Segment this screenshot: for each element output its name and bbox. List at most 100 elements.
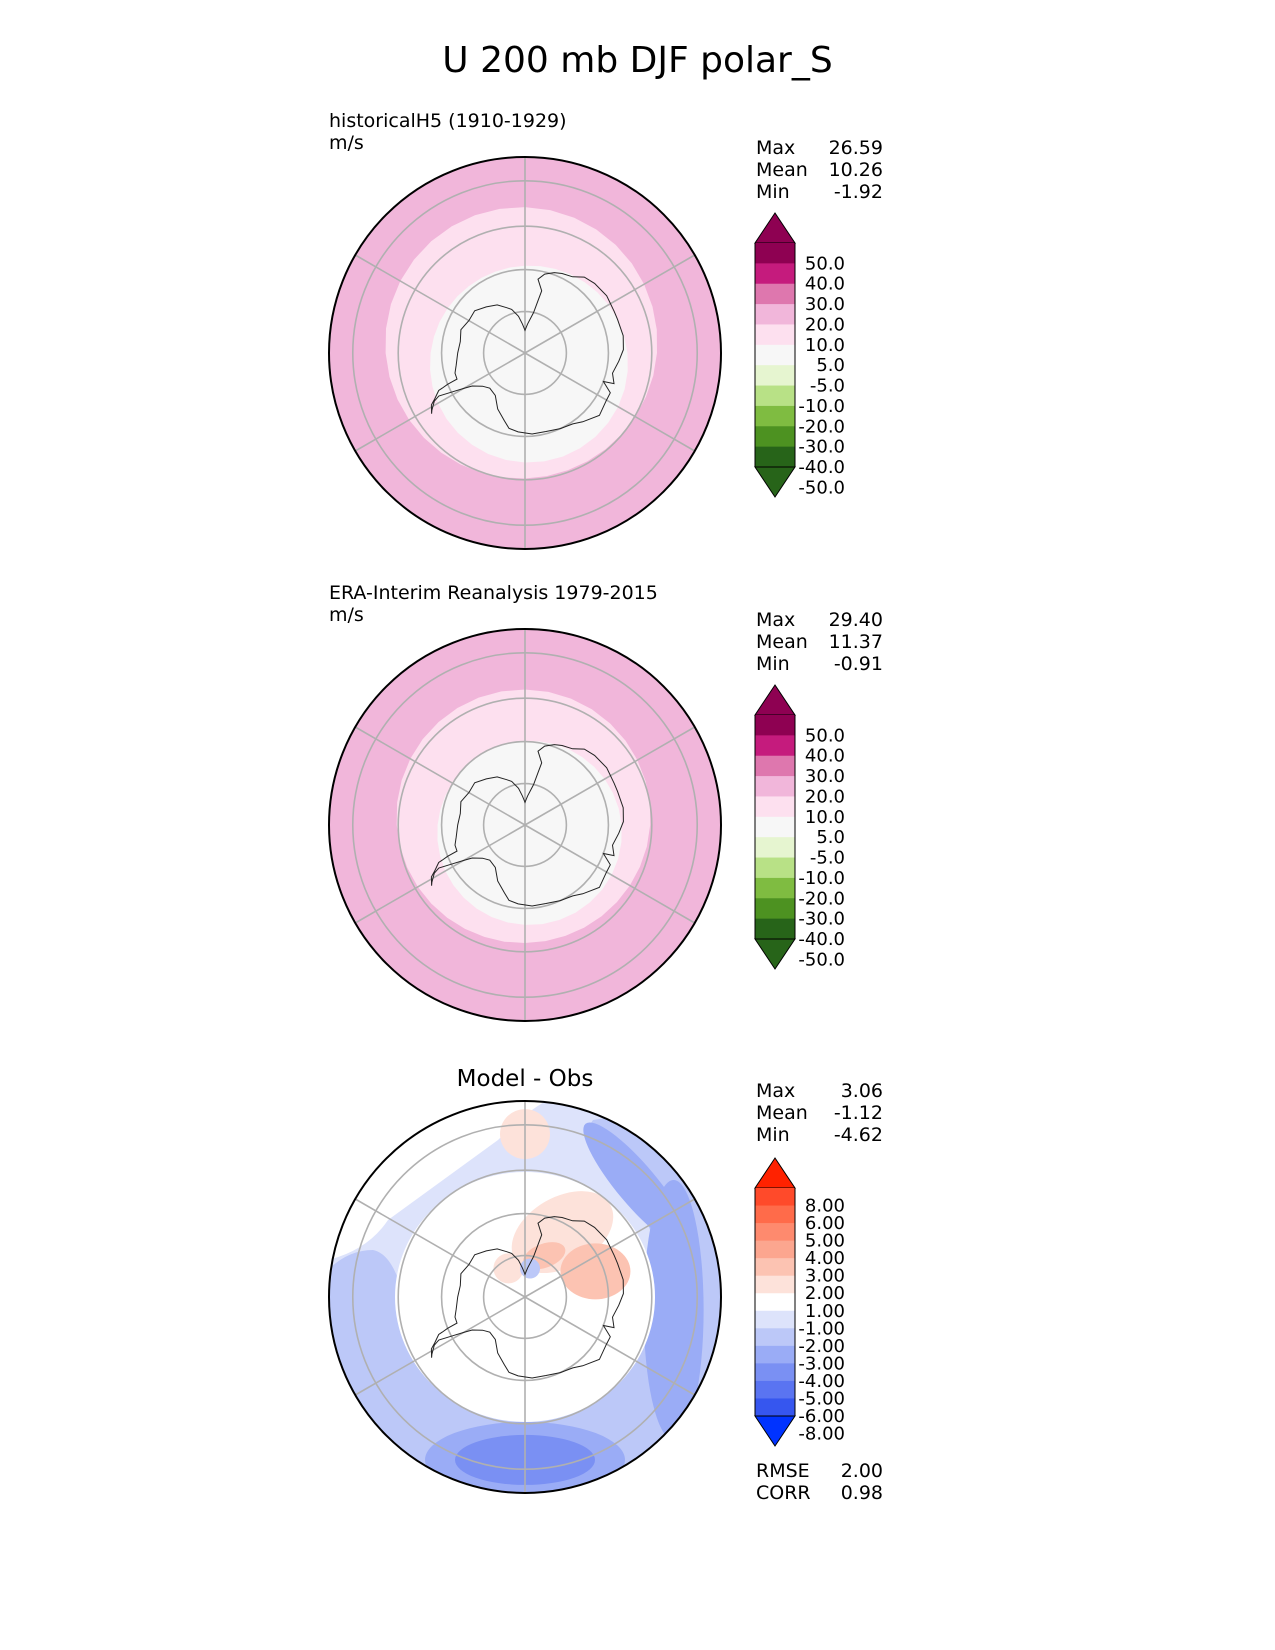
longitude-gridline xyxy=(524,726,696,826)
colorbar-tick-label: -2.00 xyxy=(798,1336,845,1357)
map-boundary xyxy=(328,1100,722,1494)
colorbar-tick-label: 40.0 xyxy=(805,746,845,767)
panel-obs-name: ERA-Interim Reanalysis 1979-2015 xyxy=(329,582,658,604)
colorbar-segment xyxy=(755,1363,795,1382)
stat-min-label: Min xyxy=(756,1124,790,1146)
polar-map-obs xyxy=(328,628,722,1022)
colorbar-tick-label: -50.0 xyxy=(798,477,845,498)
colorbar-segment xyxy=(755,344,795,366)
colorbar-tick-label: -8.00 xyxy=(798,1424,845,1445)
colorbar-tick-label: 5.0 xyxy=(816,827,845,848)
colorbar-tick-label: 50.0 xyxy=(805,253,845,274)
panel-diff-title: Model - Obs xyxy=(456,1066,594,1092)
colorbar-under-arrow xyxy=(754,466,796,498)
colorbar-segment xyxy=(755,1293,795,1312)
colorbar-obs: 50.040.030.020.010.05.0-5.0-10.0-20.0-30… xyxy=(754,684,845,970)
colorbar-segment xyxy=(755,1275,795,1294)
stat-mean-label: Mean xyxy=(756,159,808,181)
colorbar-under-arrow xyxy=(754,938,796,970)
metric-rmse-value: 2.00 xyxy=(840,1460,883,1482)
stat-max-value: 29.40 xyxy=(828,609,883,631)
colorbar-segment xyxy=(755,243,795,264)
stat-mean-value: -1.12 xyxy=(833,1102,883,1124)
colorbar-tick-label: -5.00 xyxy=(798,1388,845,1409)
stat-min-label: Min xyxy=(756,653,790,675)
figure-title: U 200 mb DJF polar_S xyxy=(442,40,833,81)
longitude-gridline xyxy=(354,1198,526,1298)
stat-max-value: 26.59 xyxy=(828,137,883,159)
colorbar-segment xyxy=(755,735,795,757)
longitude-gridline xyxy=(524,1198,696,1298)
colorbar-frame xyxy=(754,715,796,939)
stat-min-value: -0.91 xyxy=(833,653,883,675)
colorbar-tick-label: 6.00 xyxy=(805,1213,845,1234)
colorbar-tick-label: -6.00 xyxy=(798,1406,845,1427)
longitude-gridline xyxy=(524,1296,696,1396)
colorbar-segment xyxy=(755,263,795,285)
stat-max-label: Max xyxy=(756,137,796,159)
metric-corr-label: CORR xyxy=(756,1482,811,1504)
colorbar-tick-label: -20.0 xyxy=(798,416,845,437)
colorbar-segment xyxy=(755,1205,795,1224)
colorbar-segment xyxy=(755,755,795,777)
stat-mean-value: 11.37 xyxy=(828,631,883,653)
stat-mean-value: 10.26 xyxy=(828,159,883,181)
colorbar-under-arrow xyxy=(754,1415,796,1447)
panel-obs-title: ERA-Interim Reanalysis 1979-2015 m/s xyxy=(329,582,658,626)
colorbar-segment xyxy=(755,1398,795,1417)
colorbar-tick-label: -30.0 xyxy=(798,909,845,930)
longitude-gridline xyxy=(354,1296,526,1396)
stat-mean-label: Mean xyxy=(756,1102,808,1124)
longitude-gridline xyxy=(524,824,696,924)
colorbar-segment xyxy=(755,776,795,797)
colorbar-tick-label: 10.0 xyxy=(805,807,845,828)
contour-band-2-3 xyxy=(560,1243,631,1300)
stat-max-value: 3.06 xyxy=(840,1080,883,1102)
stat-min-value: -1.92 xyxy=(833,181,883,203)
map-boundary xyxy=(328,628,722,1022)
colorbar-segment xyxy=(755,365,795,387)
panel-model-units: m/s xyxy=(329,132,364,154)
colorbar-tick-label: 2.00 xyxy=(805,1283,845,1304)
colorbar-segment xyxy=(755,715,795,736)
colorbar-segment xyxy=(755,1310,795,1329)
stat-max-label: Max xyxy=(756,1080,796,1102)
colorbar-over-arrow xyxy=(754,684,796,716)
colorbar-tick-label: 4.00 xyxy=(805,1248,845,1269)
colorbar-over-arrow xyxy=(754,1157,796,1189)
longitude-gridline xyxy=(354,352,526,452)
antarctica-coastline xyxy=(430,1216,624,1379)
colorbar-segment xyxy=(755,426,795,448)
antarctica-coastline xyxy=(430,744,624,907)
contour-band-neg5-5 xyxy=(430,265,628,463)
polar-map-model xyxy=(328,156,722,550)
colorbar-tick-label: -3.00 xyxy=(798,1353,845,1374)
colorbar-tick-label: -10.0 xyxy=(798,396,845,417)
colorbar-segment xyxy=(755,1380,795,1399)
metric-corr-value: 0.98 xyxy=(840,1482,883,1504)
colorbar-segment xyxy=(755,405,795,427)
colorbar-tick-label: -40.0 xyxy=(798,457,845,478)
panel-model-name: historicalH5 (1910-1929) xyxy=(329,110,567,132)
colorbar-segment xyxy=(755,1223,795,1242)
colorbar-segment xyxy=(755,324,795,346)
colorbar-segment xyxy=(755,446,795,468)
colorbar-over-arrow xyxy=(754,212,796,244)
stat-max-label: Max xyxy=(756,609,796,631)
colorbar-segment xyxy=(755,816,795,838)
colorbar-segment xyxy=(755,796,795,818)
colorbar-segment xyxy=(755,918,795,940)
colorbar-segment xyxy=(755,1345,795,1364)
colorbar-segment xyxy=(755,877,795,899)
colorbar-tick-label: -20.0 xyxy=(798,888,845,909)
colorbar-frame xyxy=(754,243,796,467)
colorbar-segment xyxy=(755,1258,795,1277)
colorbar-tick-label: 50.0 xyxy=(805,725,845,746)
panel-model-title: historicalH5 (1910-1929) m/s xyxy=(329,110,567,154)
stats-obs: Max 29.40 Mean 11.37 Min -0.91 xyxy=(756,609,883,675)
colorbar-segment xyxy=(755,1328,795,1347)
colorbar-tick-label: 20.0 xyxy=(805,314,845,335)
colorbar-tick-label: -5.0 xyxy=(810,376,845,397)
colorbar-tick-label: 20.0 xyxy=(805,786,845,807)
longitude-gridline xyxy=(354,824,526,924)
